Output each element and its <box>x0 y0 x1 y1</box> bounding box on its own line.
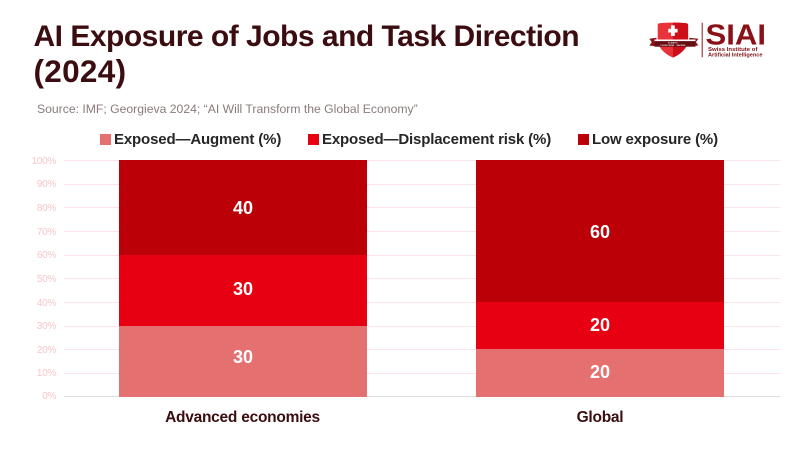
svg-text:COGNITIONE · SAPERE: COGNITIONE · SAPERE <box>660 44 686 47</box>
svg-text:SCIENTIA: SCIENTIA <box>668 41 678 44</box>
svg-text:SIAI: SIAI <box>706 20 767 52</box>
svg-text:Swiss Institute of: Swiss Institute of <box>708 47 758 53</box>
svg-text:Artificial Intelligence: Artificial Intelligence <box>708 52 763 58</box>
